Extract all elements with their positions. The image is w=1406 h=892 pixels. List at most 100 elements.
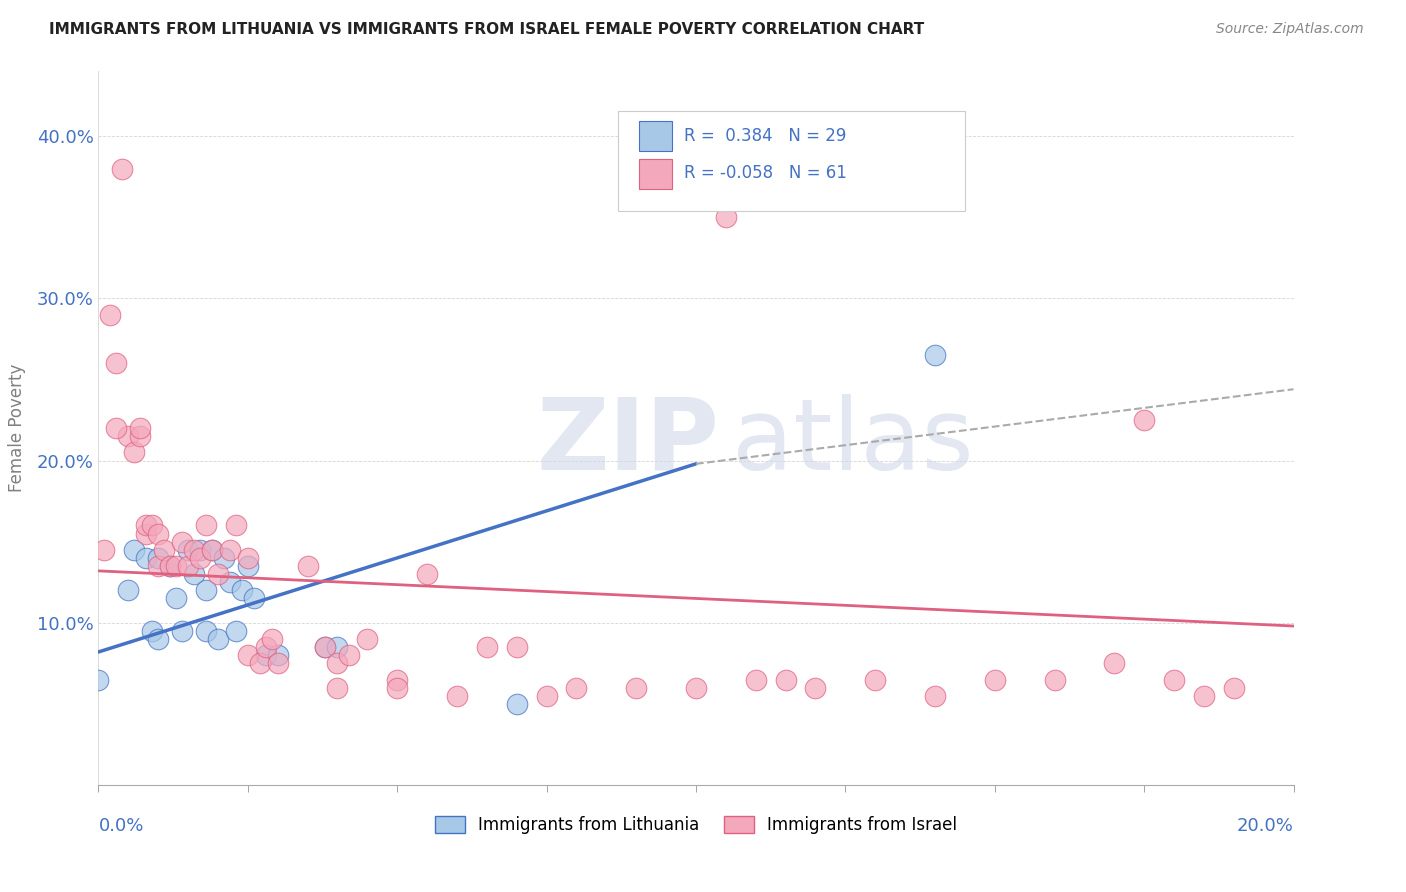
- Point: [385, 673, 409, 687]
- Point: [745, 673, 768, 687]
- Point: [267, 648, 290, 663]
- Point: [135, 526, 157, 541]
- Point: [236, 550, 259, 565]
- Point: [924, 348, 946, 362]
- Point: [260, 632, 283, 646]
- Point: [148, 526, 170, 541]
- FancyBboxPatch shape: [619, 111, 965, 211]
- Point: [267, 657, 290, 671]
- Point: [714, 211, 737, 225]
- Point: [1163, 673, 1185, 687]
- Point: [804, 681, 827, 695]
- Point: [165, 559, 187, 574]
- Point: [87, 673, 110, 687]
- Point: [117, 429, 139, 443]
- Point: [148, 559, 170, 574]
- Point: [105, 421, 128, 435]
- Point: [129, 421, 152, 435]
- Point: [207, 567, 229, 582]
- Point: [177, 542, 200, 557]
- Text: 20.0%: 20.0%: [1237, 817, 1294, 835]
- Point: [356, 632, 378, 646]
- Point: [536, 689, 558, 703]
- Point: [141, 518, 163, 533]
- Point: [249, 657, 271, 671]
- Point: [195, 518, 218, 533]
- Point: [1104, 657, 1126, 671]
- Text: R = -0.058   N = 61: R = -0.058 N = 61: [685, 164, 846, 182]
- Point: [212, 550, 235, 565]
- Point: [315, 640, 337, 654]
- Point: [219, 575, 242, 590]
- Point: [129, 429, 152, 443]
- Point: [159, 559, 181, 574]
- Point: [506, 640, 529, 654]
- Point: [506, 697, 529, 711]
- Text: atlas: atlas: [733, 394, 973, 491]
- Point: [243, 591, 266, 606]
- Point: [117, 583, 139, 598]
- Point: [207, 632, 229, 646]
- Point: [254, 648, 277, 663]
- Point: [1133, 413, 1156, 427]
- Point: [446, 689, 468, 703]
- Point: [165, 591, 187, 606]
- Point: [326, 657, 349, 671]
- Point: [326, 681, 349, 695]
- Point: [231, 583, 253, 598]
- Point: [188, 542, 211, 557]
- Point: [177, 559, 200, 574]
- Point: [775, 673, 797, 687]
- Point: [924, 689, 946, 703]
- Text: IMMIGRANTS FROM LITHUANIA VS IMMIGRANTS FROM ISRAEL FEMALE POVERTY CORRELATION C: IMMIGRANTS FROM LITHUANIA VS IMMIGRANTS …: [49, 22, 925, 37]
- Point: [135, 550, 157, 565]
- Point: [172, 534, 194, 549]
- Point: [105, 356, 128, 370]
- Point: [141, 624, 163, 638]
- Point: [201, 542, 224, 557]
- Point: [124, 445, 146, 459]
- Point: [685, 681, 707, 695]
- Point: [195, 583, 218, 598]
- Point: [984, 673, 1007, 687]
- Point: [475, 640, 498, 654]
- Point: [153, 542, 176, 557]
- Point: [297, 559, 319, 574]
- Point: [1192, 689, 1215, 703]
- Text: Source: ZipAtlas.com: Source: ZipAtlas.com: [1216, 22, 1364, 37]
- Point: [148, 632, 170, 646]
- Point: [172, 624, 194, 638]
- Text: R =  0.384   N = 29: R = 0.384 N = 29: [685, 127, 846, 145]
- Point: [93, 542, 115, 557]
- Point: [416, 567, 439, 582]
- Point: [626, 681, 648, 695]
- Point: [1043, 673, 1066, 687]
- Point: [148, 550, 170, 565]
- Point: [339, 648, 361, 663]
- Point: [219, 542, 242, 557]
- FancyBboxPatch shape: [638, 121, 672, 152]
- Point: [183, 542, 205, 557]
- Point: [195, 624, 218, 638]
- Point: [326, 640, 349, 654]
- Point: [254, 640, 277, 654]
- Point: [201, 542, 224, 557]
- Point: [111, 161, 134, 176]
- Legend: Immigrants from Lithuania, Immigrants from Israel: Immigrants from Lithuania, Immigrants fr…: [427, 809, 965, 841]
- Point: [98, 308, 122, 322]
- FancyBboxPatch shape: [638, 159, 672, 189]
- Point: [315, 640, 337, 654]
- Point: [565, 681, 588, 695]
- Point: [236, 648, 259, 663]
- Point: [135, 518, 157, 533]
- Point: [183, 567, 205, 582]
- Y-axis label: Female Poverty: Female Poverty: [7, 364, 25, 492]
- Point: [236, 559, 259, 574]
- Point: [159, 559, 181, 574]
- Point: [188, 550, 211, 565]
- Point: [225, 624, 247, 638]
- Point: [1223, 681, 1246, 695]
- Point: [865, 673, 887, 687]
- Point: [124, 542, 146, 557]
- Text: ZIP: ZIP: [537, 394, 720, 491]
